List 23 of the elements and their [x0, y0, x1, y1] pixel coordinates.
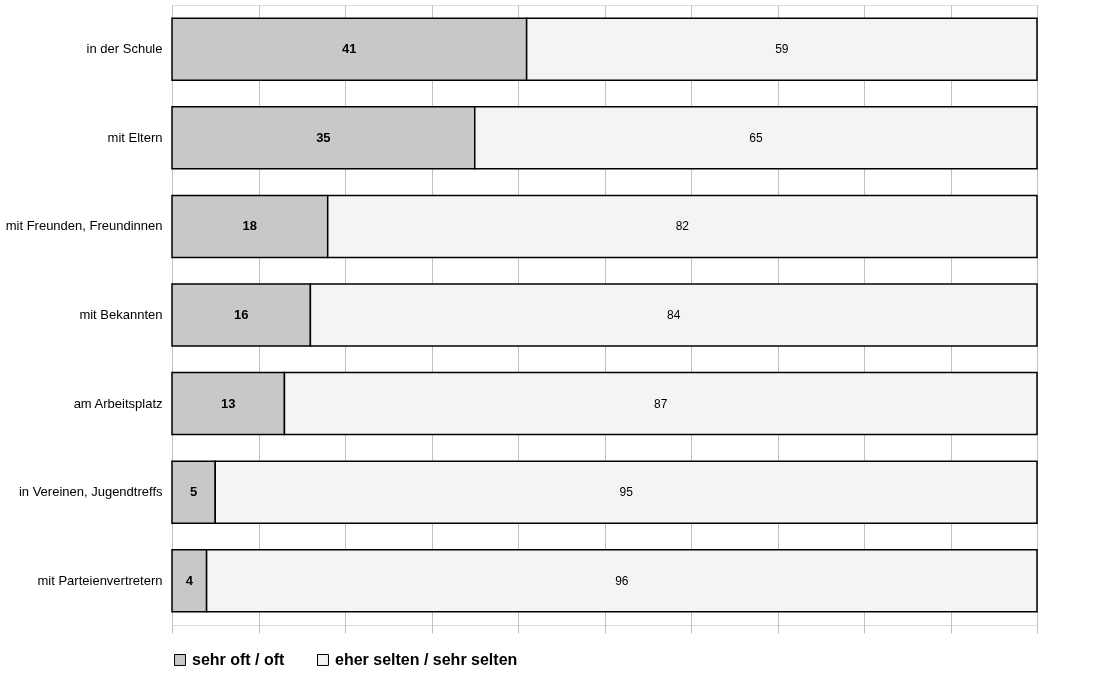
data-label: 18 — [242, 218, 258, 234]
data-label: 87 — [654, 396, 668, 411]
data-label: 16 — [233, 307, 249, 322]
y-tick-label: mit Eltern — [107, 129, 163, 145]
y-tick-label: in Vereinen, Jugendtreffs — [18, 484, 163, 500]
data-label: 65 — [749, 130, 763, 145]
legend-label: eher selten / sehr selten — [335, 651, 518, 668]
y-tick-label: am Arbeitsplatz — [73, 395, 163, 411]
data-label: 96 — [615, 573, 629, 588]
y-tick-label: mit Bekannten — [79, 307, 163, 322]
y-tick-label: in der Schule — [86, 41, 163, 57]
data-label: 41 — [342, 41, 357, 57]
data-label: 13 — [220, 395, 236, 411]
data-label: 95 — [619, 485, 634, 500]
data-label: 4 — [185, 572, 194, 588]
legend-label: sehr oft / oft — [192, 651, 286, 668]
y-tick-label: mit Parteienvertretern — [37, 572, 163, 588]
data-label: 84 — [667, 308, 681, 322]
data-label: 5 — [190, 484, 198, 500]
data-label: 59 — [775, 42, 789, 57]
data-label: 82 — [675, 219, 690, 234]
y-tick-label: mit Freunden, Freundinnen — [5, 218, 163, 234]
data-label: 35 — [316, 129, 331, 145]
